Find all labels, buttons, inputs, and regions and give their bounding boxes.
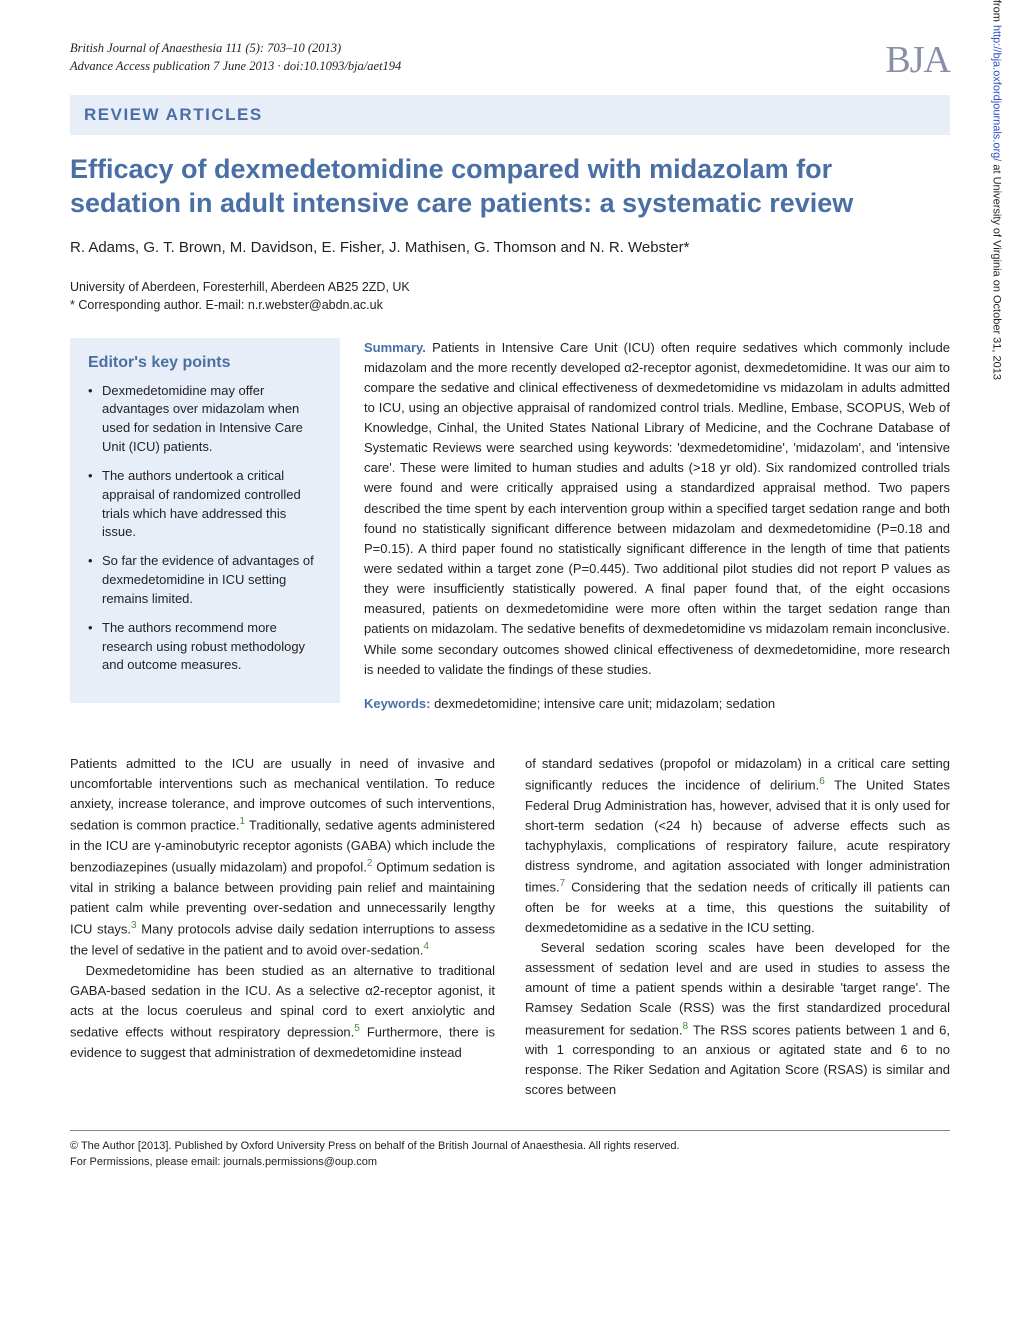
citation-ref[interactable]: 4 <box>423 941 429 952</box>
keypoint-item: So far the evidence of advantages of dex… <box>88 552 322 609</box>
keywords-text: dexmedetomidine; intensive care unit; mi… <box>430 696 775 711</box>
side-note-post: at University of Virginia on October 31,… <box>990 161 1002 380</box>
body-column-left: Patients admitted to the ICU are usually… <box>70 754 495 1100</box>
permissions-line: For Permissions, please email: journals.… <box>70 1155 950 1170</box>
summary-block: Summary. Patients in Intensive Care Unit… <box>364 338 950 715</box>
side-note-pre: Downloaded from <box>990 0 1002 25</box>
summary-text: Patients in Intensive Care Unit (ICU) of… <box>364 340 950 677</box>
keypoint-item: Dexmedetomidine may offer advantages ove… <box>88 382 322 457</box>
body-text: Considering that the sedation needs of c… <box>525 880 950 935</box>
footer: © The Author [2013]. Published by Oxford… <box>70 1130 950 1170</box>
keypoint-item: The authors recommend more research usin… <box>88 619 322 676</box>
download-note: Downloaded from http://bja.oxfordjournal… <box>990 0 1002 380</box>
journal-meta: British Journal of Anaesthesia 111 (5): … <box>70 40 950 75</box>
section-banner: REVIEW ARTICLES <box>70 95 950 135</box>
body-columns: Patients admitted to the ICU are usually… <box>70 754 950 1100</box>
affiliation: University of Aberdeen, Foresterhill, Ab… <box>70 280 950 294</box>
body-column-right: of standard sedatives (propofol or midaz… <box>525 754 950 1100</box>
body-text: The United States Federal Drug Administr… <box>525 778 950 895</box>
keypoints-title: Editor's key points <box>88 354 322 372</box>
corresponding-author: * Corresponding author. E-mail: n.r.webs… <box>70 298 950 312</box>
journal-line: British Journal of Anaesthesia 111 (5): … <box>70 40 950 58</box>
keypoints-list: Dexmedetomidine may offer advantages ove… <box>88 382 322 676</box>
authors: R. Adams, G. T. Brown, M. Davidson, E. F… <box>70 239 950 256</box>
keypoint-item: The authors undertook a critical apprais… <box>88 467 322 542</box>
advance-line: Advance Access publication 7 June 2013 ·… <box>70 58 950 76</box>
summary-label: Summary. <box>364 340 426 355</box>
journal-logo: BJA <box>885 38 950 82</box>
side-note-link[interactable]: http://bja.oxfordjournals.org/ <box>990 25 1002 161</box>
copyright-line: © The Author [2013]. Published by Oxford… <box>70 1139 950 1154</box>
article-title: Efficacy of dexmedetomidine compared wit… <box>70 153 950 221</box>
editors-key-points: Editor's key points Dexmedetomidine may … <box>70 338 340 704</box>
keywords-label: Keywords: <box>364 696 430 711</box>
